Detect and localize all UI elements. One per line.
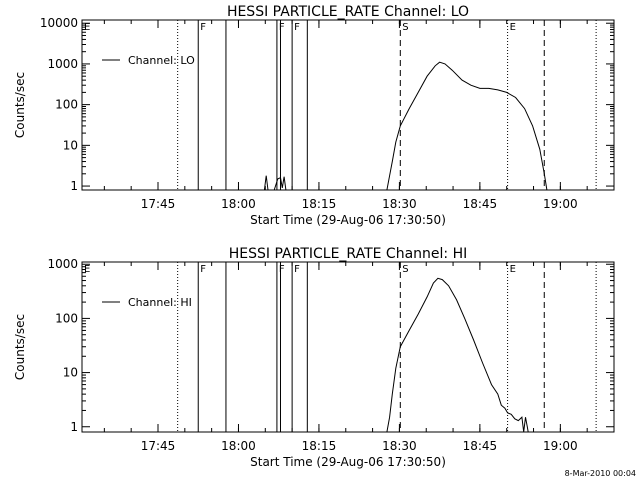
event-marker-label: E [510, 22, 516, 33]
series-line [386, 277, 529, 433]
x-tick-label: 17:45 [141, 197, 176, 211]
x-tick-label: 18:45 [463, 439, 498, 453]
event-marker-label: E [84, 264, 90, 275]
event-marker-label: F [294, 264, 300, 275]
chart-title: HESSI PARTICLE_RATE Channel: LO [227, 4, 469, 20]
event-marker-label: F [200, 22, 206, 33]
y-tick-label: 1000 [47, 257, 78, 271]
chart-title: HESSI PARTICLE_RATE Channel: HI [229, 246, 467, 262]
y-tick-label: 1 [70, 179, 78, 193]
y-tick-label: 100 [55, 311, 78, 325]
y-tick-label: 1000 [47, 57, 78, 71]
x-tick-label: 18:15 [302, 197, 337, 211]
event-marker-label: S [402, 264, 408, 275]
x-tick-label: 18:30 [382, 439, 417, 453]
plot-frame [81, 19, 615, 191]
y-axis-label: Counts/sec [13, 72, 27, 138]
event-marker-label: E [510, 264, 516, 275]
x-axis-label: Start Time (29-Aug-06 17:30:50) [250, 455, 446, 469]
event-marker-label: E [84, 22, 90, 33]
y-axis-label: Counts/sec [13, 314, 27, 380]
x-tick-label: 18:15 [302, 439, 337, 453]
event-marker-label: S [402, 22, 408, 33]
footer-timestamp: 8-Mar-2010 00:04 [565, 469, 636, 478]
y-tick-label: 10 [63, 138, 78, 152]
chart-panel-hi: HESSI PARTICLE_RATE Channel: HI Counts/se… [13, 246, 615, 469]
chart-panel-lo: HESSI PARTICLE_RATE Channel: LO Counts/se… [13, 4, 615, 227]
event-marker-label: F [279, 22, 285, 33]
x-axis-label: Start Time (29-Aug-06 17:30:50) [250, 213, 446, 227]
x-tick-label: 18:30 [382, 197, 417, 211]
event-marker-label: F [200, 264, 206, 275]
x-tick-label: 18:45 [463, 197, 498, 211]
x-tick-label: 18:00 [221, 197, 256, 211]
legend-label: Channel: LO [128, 54, 195, 67]
plot-frame [81, 261, 615, 433]
x-tick-label: 17:45 [141, 439, 176, 453]
x-tick-label: 18:00 [221, 439, 256, 453]
y-tick-label: 10 [63, 366, 78, 380]
y-tick-label: 100 [55, 98, 78, 112]
y-tick-label: 10000 [40, 16, 78, 30]
event-marker-label: F [294, 22, 300, 33]
x-tick-label: 19:00 [543, 439, 578, 453]
legend-label: Channel: HI [128, 296, 192, 309]
event-marker-label: F [279, 264, 285, 275]
series-line [263, 61, 548, 191]
y-tick-label: 1 [70, 420, 78, 434]
x-tick-label: 19:00 [543, 197, 578, 211]
